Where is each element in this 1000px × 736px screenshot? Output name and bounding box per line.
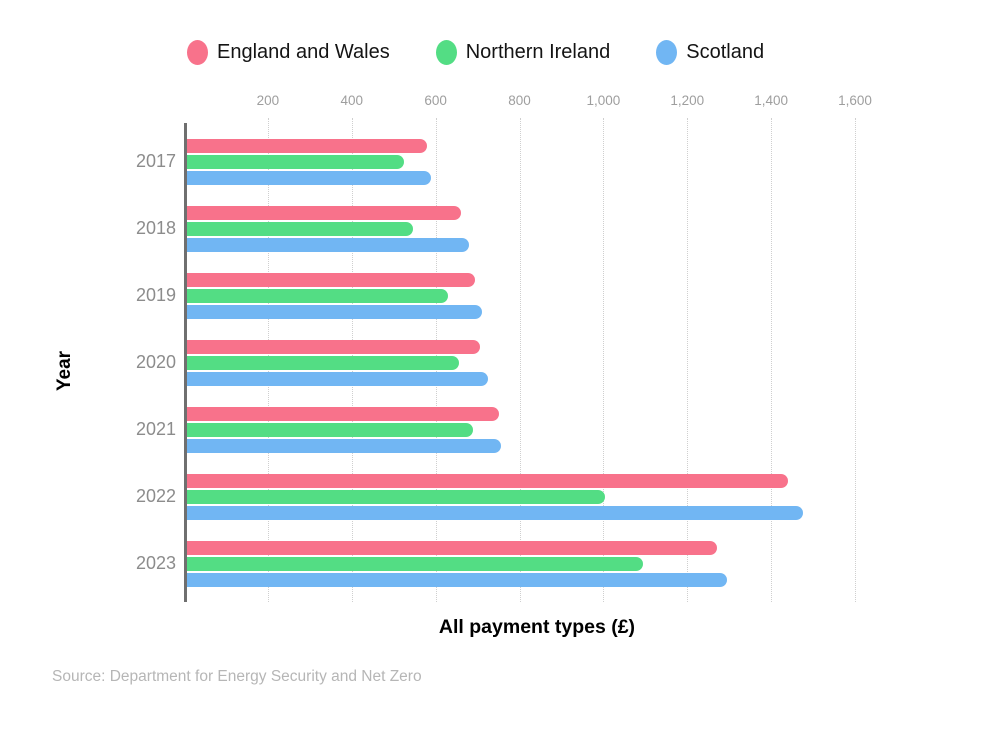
bar-scotland-2017: [184, 170, 432, 185]
x-tick-label: 200: [256, 93, 280, 108]
legend-item-scotland: Scotland: [656, 40, 764, 65]
legend-label: Northern Ireland: [465, 41, 611, 63]
gridline: [519, 118, 521, 602]
bar-scotland-2018: [184, 237, 470, 252]
y-axis-line: [184, 123, 187, 602]
year-label-2019: 2019: [135, 285, 176, 305]
gridline: [855, 118, 856, 602]
x-axis-title: All payment types (£): [438, 616, 636, 638]
bar-northern-ireland-2020: [184, 355, 459, 370]
x-tick-label: 1,400: [754, 93, 789, 108]
legend-item-northern-ireland: Northern Ireland: [435, 40, 611, 65]
bar-england-and-wales-2022: [184, 473, 788, 488]
gridline: [687, 118, 689, 602]
bar-england-and-wales-2017: [184, 138, 428, 153]
year-label-2018: 2018: [135, 218, 176, 238]
legend-dot-icon: [187, 40, 208, 65]
bar-england-and-wales-2018: [184, 205, 461, 220]
legend-dot-icon: [656, 40, 678, 65]
x-tick-label: 1,600: [838, 93, 872, 108]
year-label-2020: 2020: [135, 352, 176, 372]
bar-scotland-2021: [184, 438, 501, 453]
x-tick-label: 400: [340, 93, 364, 108]
bar-england-and-wales-2023: [184, 540, 717, 555]
bar-england-and-wales-2021: [184, 406, 499, 421]
x-tick-label: 1,000: [586, 93, 621, 108]
year-label-2022: 2022: [135, 486, 176, 506]
x-tick-label: 600: [424, 93, 447, 108]
year-label-2021: 2021: [135, 419, 176, 439]
legend-dot-icon: [435, 40, 457, 65]
bar-england-and-wales-2019: [184, 272, 476, 287]
bar-northern-ireland-2023: [184, 556, 644, 571]
year-label-2017: 2017: [135, 151, 176, 171]
bar-northern-ireland-2021: [184, 422, 474, 437]
gridline: [603, 118, 605, 602]
x-tick-label: 800: [508, 93, 531, 108]
bar-northern-ireland-2018: [184, 221, 413, 236]
bar-northern-ireland-2017: [184, 154, 405, 169]
bar-northern-ireland-2022: [184, 489, 606, 504]
x-tick-label: 1,200: [670, 93, 705, 108]
legend-label: England and Wales: [217, 41, 390, 63]
bar-scotland-2023: [184, 572, 728, 587]
chart-legend: England and Wales Northern Ireland Scotl…: [187, 40, 764, 65]
bar-scotland-2019: [184, 304, 482, 319]
y-axis-title: Year: [54, 350, 75, 392]
legend-label: Scotland: [686, 41, 765, 63]
year-label-2023: 2023: [135, 553, 176, 573]
legend-item-england-and-wales: England and Wales: [187, 40, 390, 65]
bar-england-and-wales-2020: [184, 339, 480, 354]
bar-scotland-2022: [184, 505, 803, 520]
gridline: [771, 118, 773, 602]
bar-northern-ireland-2019: [184, 288, 449, 303]
source-note: Source: Department for Energy Security a…: [52, 668, 422, 685]
bar-scotland-2020: [184, 371, 489, 386]
